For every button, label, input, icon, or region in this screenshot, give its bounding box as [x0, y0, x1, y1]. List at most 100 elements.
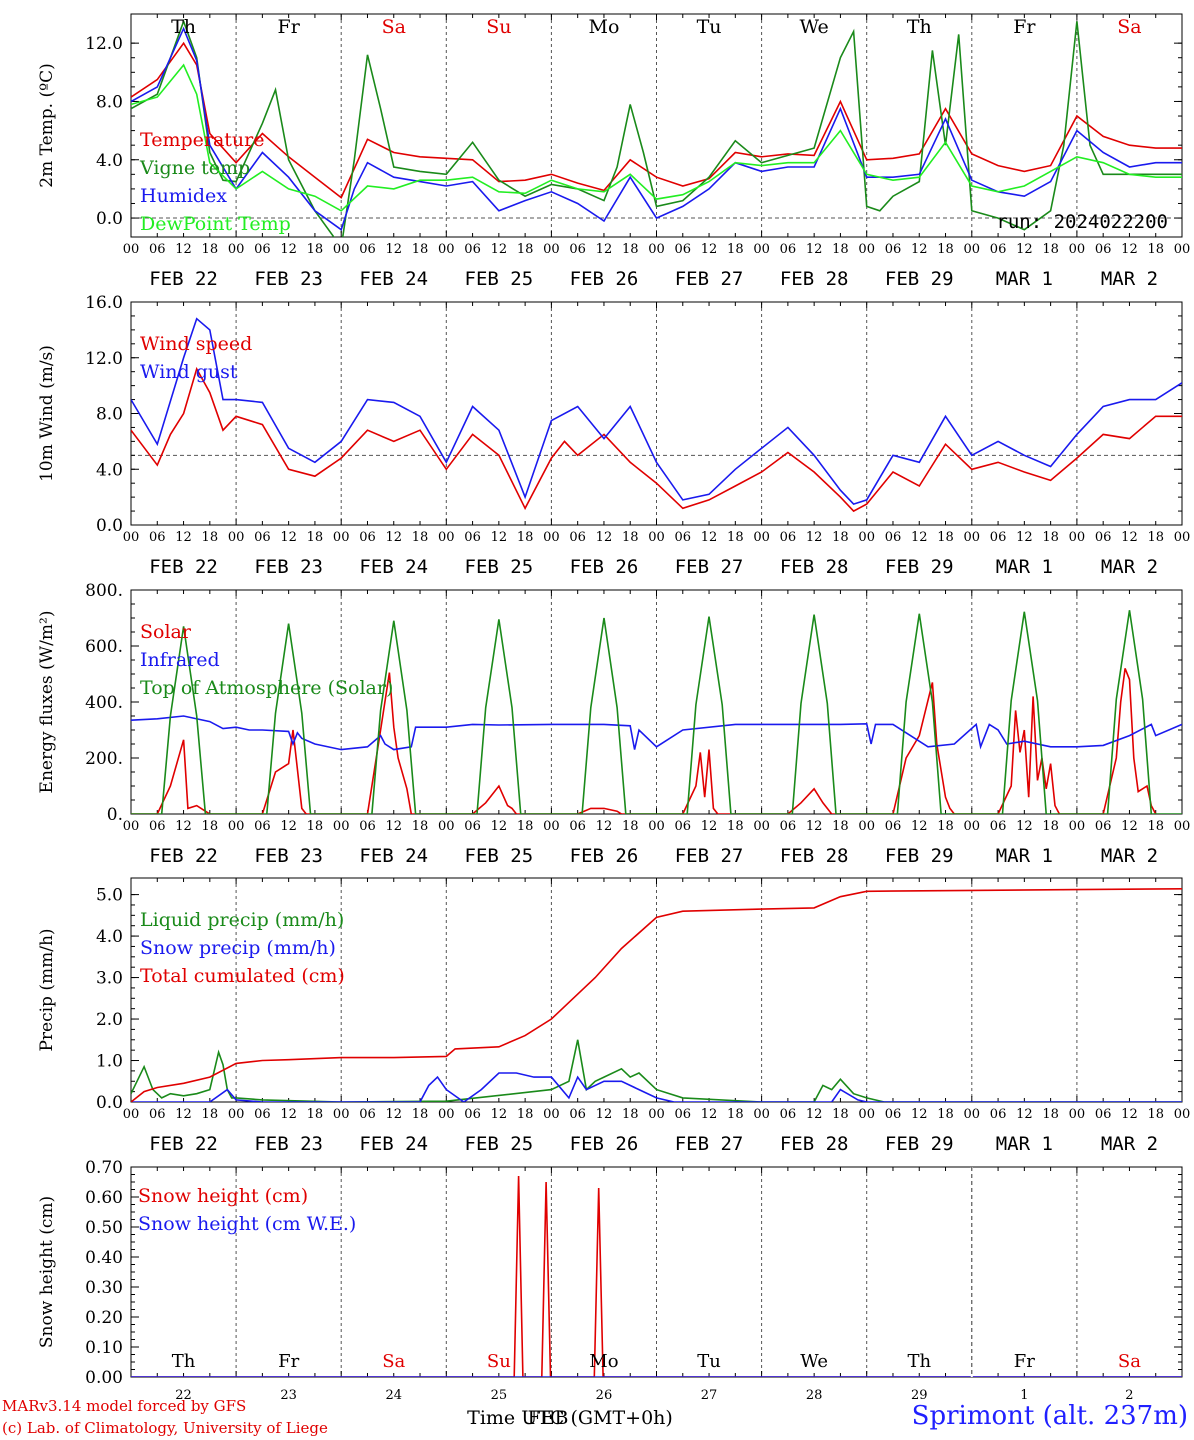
- hour-tick-label: 12: [701, 242, 718, 257]
- hour-tick-label: 00: [1069, 819, 1086, 834]
- hour-tick-label: 00: [228, 242, 245, 257]
- date-label: FEB 27: [675, 268, 744, 290]
- day-number-label: 29: [911, 1388, 928, 1403]
- day-number-label: 25: [491, 1388, 508, 1403]
- weekday-label: Sa: [1117, 16, 1141, 38]
- hour-tick-label: 00: [1174, 1107, 1191, 1122]
- hour-tick-label: 18: [307, 1107, 324, 1122]
- legend-entry: Infrared: [140, 649, 220, 671]
- day-number-label: 2: [1125, 1388, 1133, 1403]
- hour-tick-label: 12: [596, 819, 613, 834]
- hour-tick-label: 00: [228, 530, 245, 545]
- weekday-label: We: [800, 16, 829, 38]
- hour-tick-label: 00: [1069, 1107, 1086, 1122]
- hour-tick-label: 12: [385, 530, 402, 545]
- day-number-label: 26: [596, 1388, 613, 1403]
- hour-tick-label: 12: [911, 530, 928, 545]
- hour-tick-label: 00: [438, 530, 455, 545]
- weekday-label: Fr: [278, 16, 301, 38]
- hour-tick-label: 18: [1042, 1107, 1059, 1122]
- hour-tick-label: 00: [964, 530, 981, 545]
- hour-tick-label: 12: [385, 819, 402, 834]
- date-label: MAR 2: [1101, 556, 1158, 578]
- date-label: MAR 2: [1101, 268, 1158, 290]
- date-label: FEB 29: [885, 556, 954, 578]
- y-axis-label: 10m Wind (m/s): [37, 345, 57, 482]
- hour-tick-label: 18: [412, 1107, 429, 1122]
- y-tick-label: 0.00: [85, 1368, 123, 1388]
- hour-tick-label: 06: [780, 530, 797, 545]
- legend-entry: Snow precip (mm/h): [140, 937, 336, 959]
- panel-2: 0.0 4.0 8.0 12.0 16.0 10m Wind (m/s) Wind spee…: [37, 293, 1190, 578]
- legend-entry: Humidex: [140, 185, 227, 207]
- date-label: FEB 27: [675, 556, 744, 578]
- y-tick-label: 0.0: [96, 1093, 123, 1113]
- y-tick-label: 0.20: [85, 1308, 123, 1328]
- legend-entry: Solar: [140, 621, 192, 643]
- date-label: FEB 29: [885, 845, 954, 867]
- hour-tick-label: 12: [175, 242, 192, 257]
- hour-tick-label: 06: [149, 819, 166, 834]
- hour-tick-label: 06: [359, 530, 376, 545]
- weekday-label: Fr: [1014, 1351, 1035, 1372]
- weekday-label: Fr: [1013, 16, 1036, 38]
- weekday-label: Su: [486, 16, 511, 38]
- legend-entry: Wind gust: [140, 361, 238, 383]
- hour-tick-label: 00: [1174, 242, 1191, 257]
- x-axis-month-label: FEB: [527, 1407, 568, 1429]
- hour-tick-label: 18: [1042, 242, 1059, 257]
- y-tick-label: 16.0: [85, 293, 123, 313]
- hour-tick-label: 00: [858, 530, 875, 545]
- hour-tick-label: 18: [1147, 242, 1164, 257]
- date-label: MAR 1: [996, 1133, 1053, 1155]
- date-label: FEB 28: [780, 556, 849, 578]
- hour-tick-label: 06: [990, 530, 1007, 545]
- date-label: FEB 27: [675, 1133, 744, 1155]
- panel-1: 0.0 4.0 8.0 12.0 2m Temp. (ºC) Temperature Vig…: [37, 13, 1191, 290]
- hour-tick-label: 00: [753, 1107, 770, 1122]
- hour-tick-label: 12: [280, 530, 297, 545]
- date-label: FEB 28: [780, 268, 849, 290]
- y-tick-label: 4.0: [96, 151, 123, 171]
- hour-tick-label: 12: [1121, 1107, 1138, 1122]
- y-axis-label: Energy fluxes (W/m²): [37, 611, 57, 794]
- hour-tick-label: 18: [517, 1107, 534, 1122]
- hour-tick-label: 06: [254, 1107, 271, 1122]
- hour-tick-label: 06: [569, 242, 586, 257]
- hour-tick-label: 12: [280, 242, 297, 257]
- hour-tick-label: 18: [937, 530, 954, 545]
- date-label: FEB 28: [780, 845, 849, 867]
- hour-tick-label: 12: [491, 530, 508, 545]
- y-tick-label: 3.0: [96, 969, 123, 989]
- y-tick-label: 200.: [85, 749, 123, 769]
- hour-tick-label: 06: [780, 242, 797, 257]
- hour-tick-label: 06: [569, 530, 586, 545]
- hour-tick-label: 00: [438, 1107, 455, 1122]
- hour-tick-label: 12: [175, 530, 192, 545]
- weekday-label: Th: [907, 1351, 931, 1372]
- weekday-label: Sa: [382, 1351, 405, 1372]
- y-tick-label: 0.60: [85, 1188, 123, 1208]
- hour-tick-label: 18: [202, 530, 219, 545]
- weekday-label: Tu: [697, 1351, 721, 1372]
- legend-entry: Wind speed: [140, 333, 252, 355]
- hour-tick-label: 12: [806, 242, 823, 257]
- hour-tick-label: 06: [1095, 819, 1112, 834]
- date-label: FEB 25: [465, 1133, 534, 1155]
- hour-tick-label: 06: [885, 530, 902, 545]
- hour-tick-label: 00: [648, 242, 665, 257]
- hour-tick-label: 00: [438, 242, 455, 257]
- hour-tick-label: 12: [491, 1107, 508, 1122]
- hour-tick-label: 12: [596, 530, 613, 545]
- date-label: FEB 25: [465, 268, 534, 290]
- series-line-wind-gust: [131, 317, 1182, 506]
- hour-tick-label: 00: [648, 1107, 665, 1122]
- date-label: MAR 1: [996, 556, 1053, 578]
- date-label: FEB 22: [149, 1133, 218, 1155]
- y-tick-label: 600.: [85, 637, 123, 657]
- hour-tick-label: 12: [596, 242, 613, 257]
- hour-tick-label: 00: [858, 1107, 875, 1122]
- y-tick-label: 0.0: [96, 516, 123, 536]
- hour-tick-label: 18: [1147, 1107, 1164, 1122]
- series-line-vigne-temp: [131, 18, 1182, 237]
